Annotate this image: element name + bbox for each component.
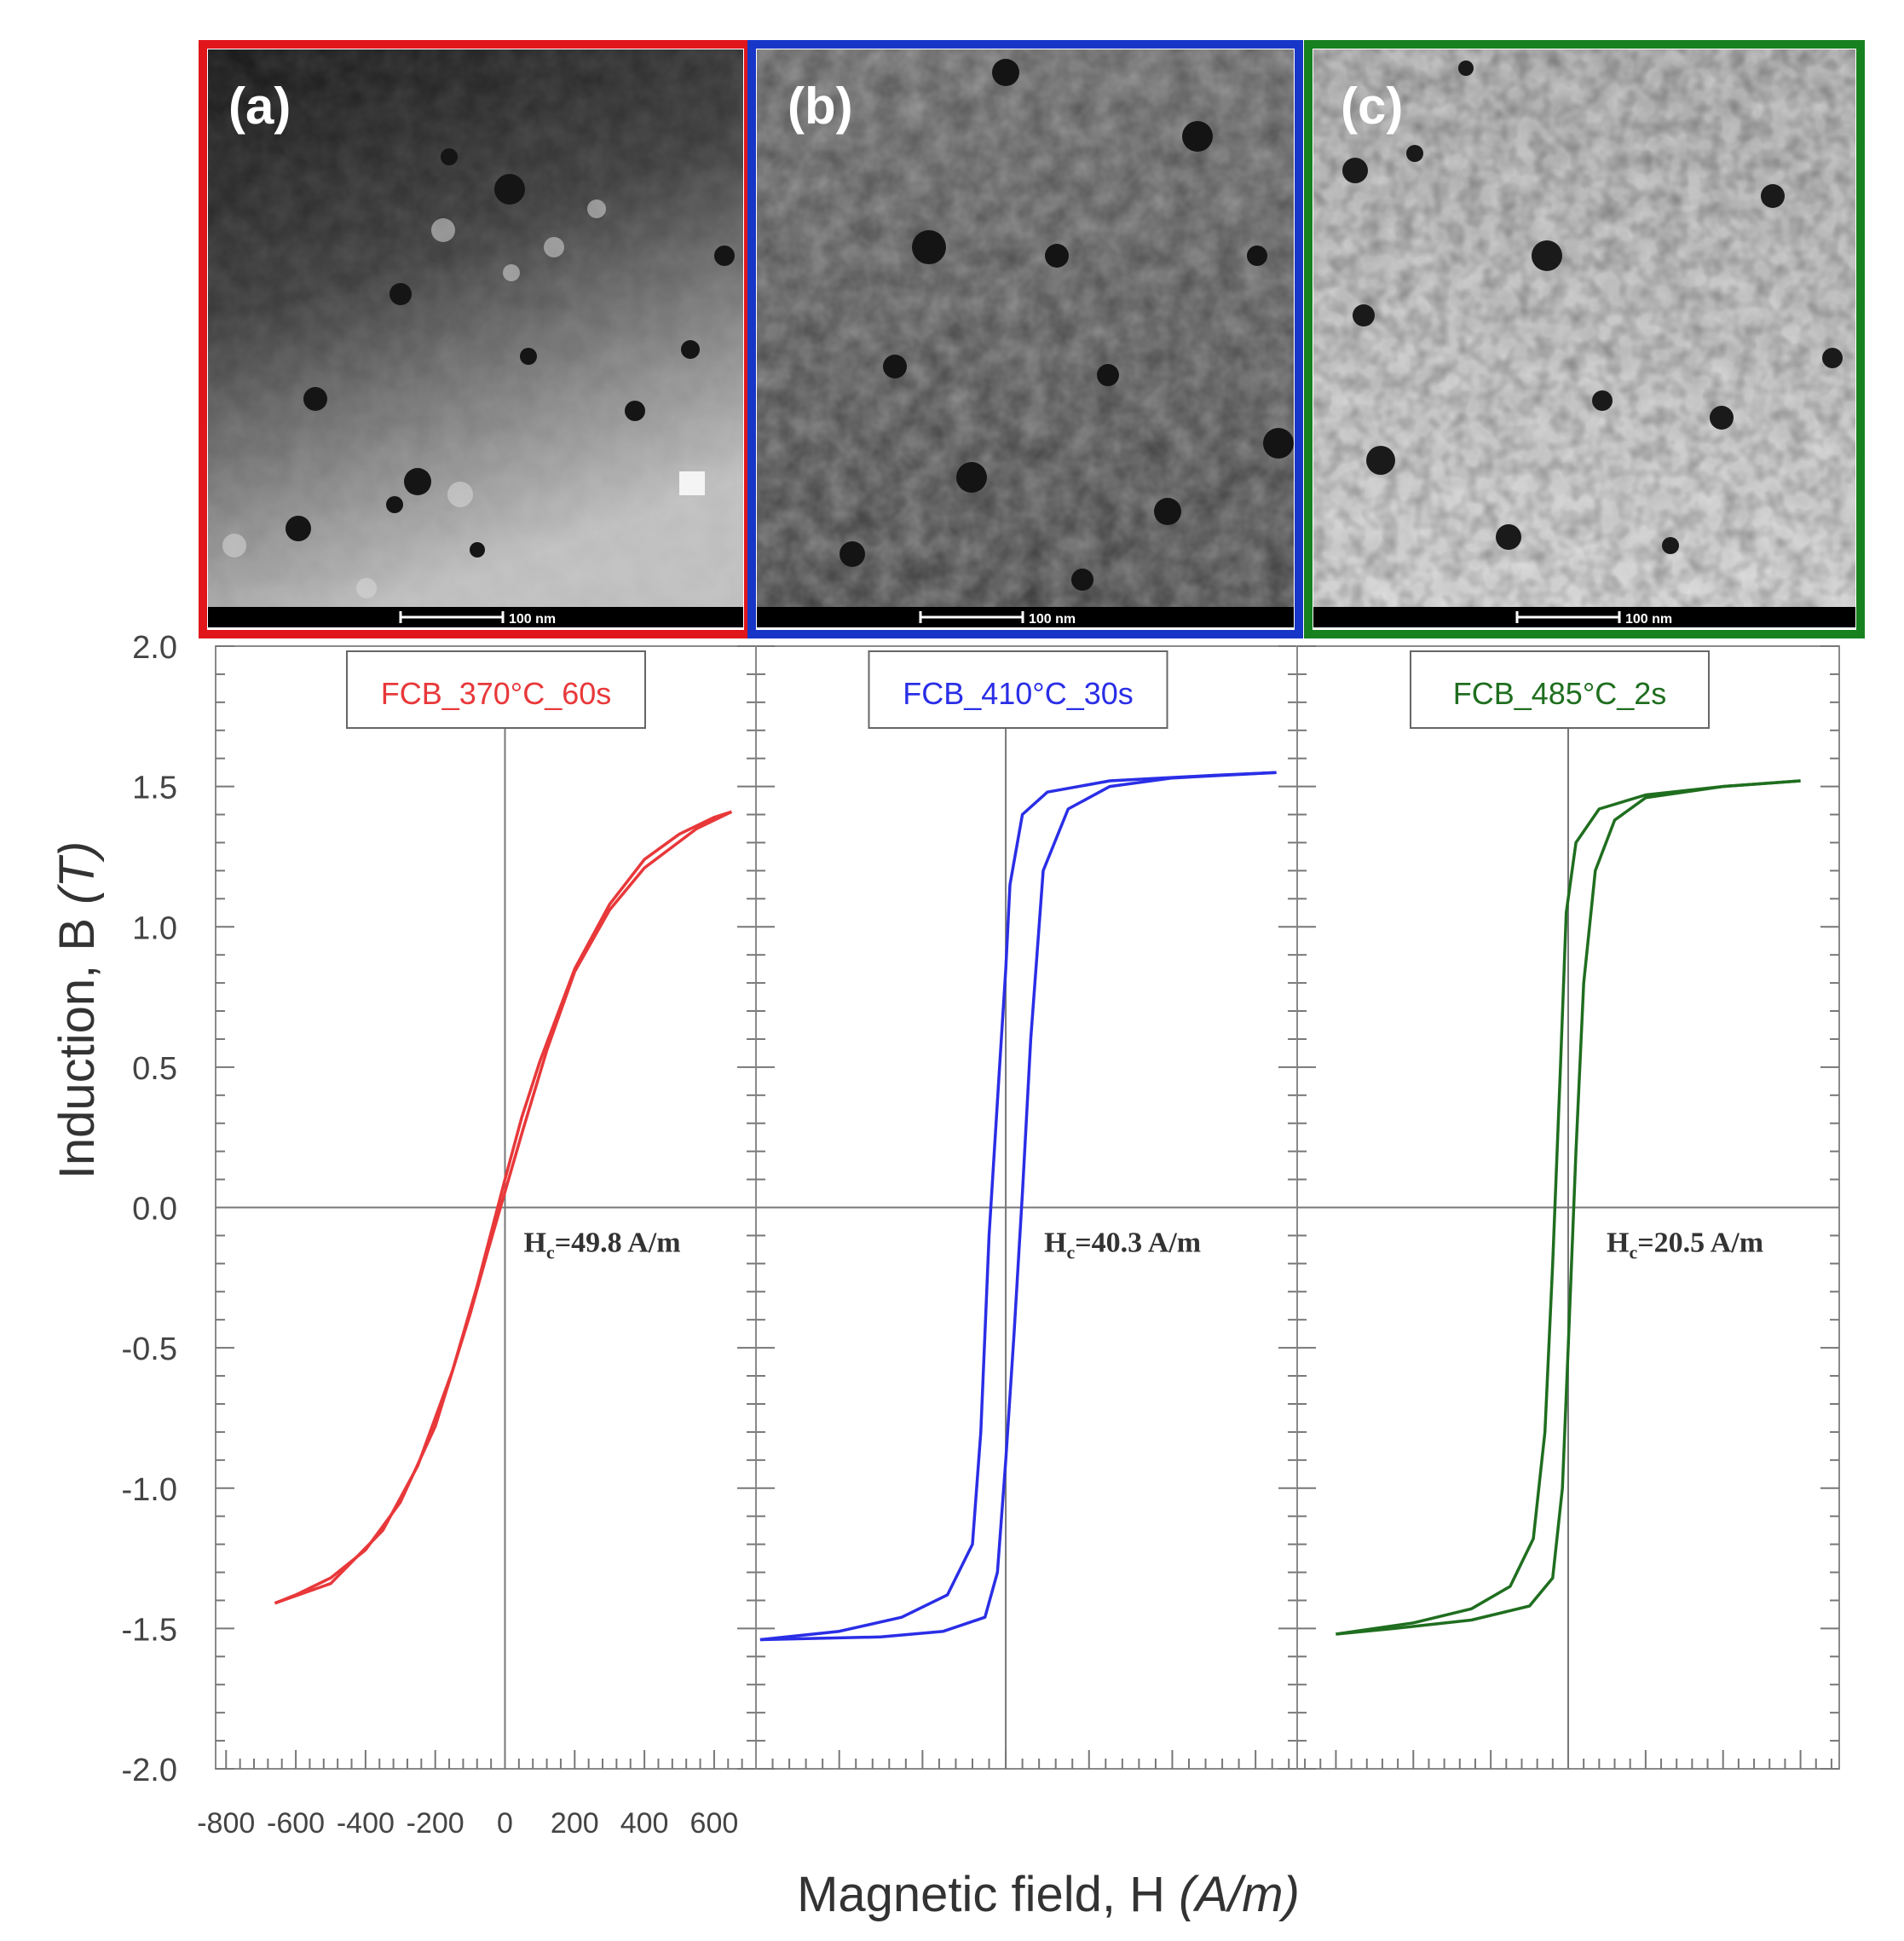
micrograph-a-scalebar-label: 100 nm <box>509 612 556 627</box>
y-tick-label: 1.5 <box>132 771 177 806</box>
x-axis-label: Magnetic field, H <box>797 1867 1165 1922</box>
y-tick-label: -0.5 <box>122 1332 177 1367</box>
y-tick-label: 0.5 <box>132 1051 177 1087</box>
y-tick-label: 2.0 <box>132 630 177 666</box>
hysteresis-descending-branch <box>274 810 733 1605</box>
coercivity-annotation: Hc=20.5 A/m <box>1607 1228 1763 1263</box>
hysteresis-ascending-branch <box>759 771 1277 1642</box>
micrograph-b-scalebar-label: 100 nm <box>1029 612 1076 627</box>
y-tick-label: 0.0 <box>132 1192 177 1228</box>
x-tick-label: 600 <box>690 1807 739 1840</box>
micrograph-a-particles <box>286 148 735 557</box>
coercivity-annotation: Hc=49.8 A/m <box>523 1228 680 1263</box>
x-tick-label: -600 <box>267 1807 325 1840</box>
y-tick-label: 1.0 <box>132 910 177 946</box>
x-tick-label: 400 <box>620 1807 669 1840</box>
chart-panel-0: FCB_370°C_60s Hc=49.8 A/m <box>215 645 757 1770</box>
coercivity-symbol: H <box>1607 1228 1629 1259</box>
x-tick-label: -400 <box>337 1807 395 1840</box>
x-tick-label: -800 <box>197 1807 255 1840</box>
y-axis-label: Induction, B <box>49 918 105 1179</box>
coercivity-subscript: c <box>1067 1242 1076 1263</box>
micrograph-b: 100 nm (b) <box>747 40 1303 638</box>
y-tick-label: -1.5 <box>122 1612 177 1648</box>
coercivity-value: =40.3 A/m <box>1075 1228 1201 1259</box>
chart-panel-2: FCB_485°C_2s Hc=20.5 A/m <box>1296 645 1840 1770</box>
hysteresis-descending-branch <box>759 771 1277 1642</box>
micrograph-c-panel-label: (c) <box>1341 78 1403 135</box>
micrograph-c-particles <box>1342 61 1843 554</box>
micrograph-b-frame <box>747 40 1303 638</box>
micrograph-a-texture <box>208 49 743 607</box>
micrograph-c-frame <box>1304 40 1865 638</box>
x-tick-label: 200 <box>551 1807 599 1840</box>
micrograph-c-dark-spots <box>1313 49 1855 607</box>
coercivity-subscript: c <box>1629 1242 1637 1263</box>
x-tick-label: -200 <box>407 1807 464 1840</box>
coercivity-value: =20.5 A/m <box>1637 1228 1763 1259</box>
x-tick-label: 0 <box>497 1807 513 1840</box>
y-tick-label: -1.0 <box>122 1472 177 1508</box>
micrograph-b-particles <box>839 59 1294 591</box>
micrograph-a: 100 nm (a) <box>199 40 753 638</box>
coercivity-subscript: c <box>546 1242 555 1263</box>
coercivity-symbol: H <box>1044 1228 1066 1259</box>
y-axis-title: Induction, B (T) <box>49 841 105 1180</box>
legend-label: FCB_485°C_2s <box>1453 676 1667 711</box>
y-axis-unit: (T) <box>49 841 105 904</box>
legend-box <box>1410 650 1710 729</box>
y-tick-label: -2.0 <box>122 1753 177 1788</box>
hysteresis-descending-branch <box>1336 779 1801 1636</box>
coercivity-symbol: H <box>523 1228 545 1259</box>
legend-label: FCB_370°C_60s <box>381 676 612 711</box>
micrograph-a-bright-grains <box>222 199 606 598</box>
coercivity-value: =49.8 A/m <box>555 1228 681 1259</box>
micrograph-a-bright-particle <box>679 471 705 495</box>
legend-box <box>346 650 646 729</box>
micrograph-c: 100 nm (c) <box>1304 40 1865 638</box>
y-tick-labels: -2.0 -1.5 -1.0 -0.5 0.0 0.5 1.0 1.5 2.0 <box>122 630 177 1788</box>
hysteresis-ascending-branch <box>1336 779 1801 1636</box>
coercivity-annotation: Hc=40.3 A/m <box>1044 1228 1201 1263</box>
micrograph-b-panel-label: (b) <box>788 78 853 135</box>
micrograph-b-scalebar-strip <box>757 607 1294 627</box>
x-axis-title: Magnetic field, H (A/m) <box>797 1867 1300 1922</box>
legend-box <box>868 650 1168 729</box>
micrograph-a-panel-label: (a) <box>228 78 291 135</box>
chart-panel-1: FCB_410°C_30s Hc=40.3 A/m <box>755 645 1298 1770</box>
x-tick-labels: -800 -600 -400 -200 0 200 400 600 <box>197 1807 738 1840</box>
x-axis-unit: (A/m) <box>1179 1867 1300 1922</box>
micrograph-c-scalebar-label: 100 nm <box>1625 612 1672 627</box>
legend-label: FCB_410°C_30s <box>903 676 1134 711</box>
